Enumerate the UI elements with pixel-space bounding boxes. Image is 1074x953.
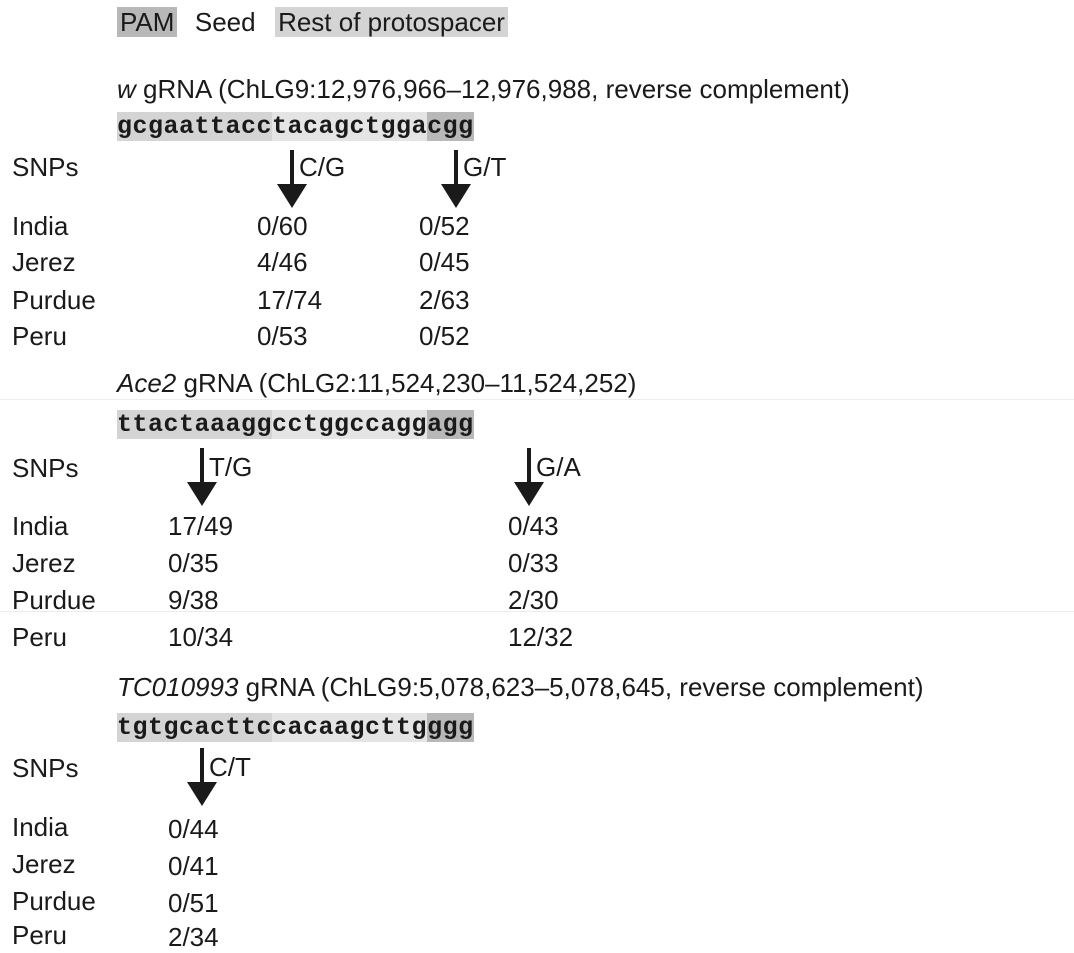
snps-label: SNPs <box>12 152 79 182</box>
snp-arrow-icon <box>514 448 544 506</box>
snp-allele-label: G/A <box>536 452 581 482</box>
panel-tc010993-sequence: tgtgcacttccacaagcttgggg <box>117 713 474 743</box>
legend-pam: PAM <box>117 7 178 37</box>
snp-count: 0/53 <box>257 321 308 351</box>
seq-pam: agg <box>427 410 474 439</box>
seq-rest-of-protospacer: tgtgcacttc <box>117 713 273 742</box>
snp-count: 0/35 <box>168 548 219 578</box>
seq-rest-of-protospacer: ttactaaagg <box>117 410 273 439</box>
gRNA-coordinates: gRNA (ChLG9:12,976,966–12,976,988, rever… <box>135 74 850 104</box>
snp-count: 0/33 <box>508 548 559 578</box>
gRNA-coordinates: gRNA (ChLG9:5,078,623–5,078,645, reverse… <box>238 672 924 702</box>
seq-seed: cacaagcttg <box>272 713 428 742</box>
snp-count: 10/34 <box>168 622 234 652</box>
seq-seed: tacagctgga <box>272 112 428 141</box>
pop-label: Jerez <box>12 849 76 879</box>
snps-label: SNPs <box>12 453 79 483</box>
snp-count: 17/74 <box>257 285 323 315</box>
legend-rest: Rest of protospacer <box>275 7 508 37</box>
legend: PAM Seed Rest of protospacer <box>117 6 508 38</box>
pop-label: Peru <box>12 920 67 950</box>
pop-label: Purdue <box>12 585 96 615</box>
gene-name: w <box>117 74 136 104</box>
seq-rest-of-protospacer: gcgaattacc <box>117 112 273 141</box>
snp-arrow-icon <box>441 150 471 208</box>
snp-count: 0/52 <box>419 321 470 351</box>
panel-ace2-title: Ace2 gRNA (ChLG2:11,524,230–11,524,252) <box>117 368 636 398</box>
panel-ace2-sequence: ttactaaaggcctggccaggagg <box>117 410 474 440</box>
snp-count: 17/49 <box>168 511 234 541</box>
snp-arrow-icon <box>277 150 307 208</box>
pop-label: Peru <box>12 622 67 652</box>
seq-pam: cgg <box>427 112 474 141</box>
snp-count: 0/44 <box>168 814 219 844</box>
gRNA-coordinates: gRNA (ChLG2:11,524,230–11,524,252) <box>176 368 637 398</box>
snp-allele-label: G/T <box>463 152 507 182</box>
snp-allele-label: T/G <box>209 452 253 482</box>
panel-w-title: w gRNA (ChLG9:12,976,966–12,976,988, rev… <box>117 74 850 104</box>
divider <box>0 611 1074 612</box>
snp-count: 2/34 <box>168 922 219 952</box>
gene-name: Ace2 <box>117 368 177 398</box>
snp-count: 0/41 <box>168 851 219 881</box>
snp-count: 0/52 <box>419 211 470 241</box>
snp-count: 0/51 <box>168 888 219 918</box>
pop-label: Purdue <box>12 285 96 315</box>
pop-label: Purdue <box>12 886 96 916</box>
snp-count: 2/63 <box>419 285 470 315</box>
snp-count: 9/38 <box>168 585 219 615</box>
snp-count: 12/32 <box>508 622 574 652</box>
snp-allele-label: C/T <box>209 752 251 782</box>
snp-arrow-icon <box>187 748 217 806</box>
seq-seed: cctggccagg <box>272 410 428 439</box>
pop-label: India <box>12 812 69 842</box>
snp-count: 0/43 <box>508 511 559 541</box>
snp-count: 2/30 <box>508 585 559 615</box>
snp-allele-label: C/G <box>299 152 346 182</box>
snp-count: 4/46 <box>257 247 308 277</box>
legend-seed: Seed <box>194 7 256 37</box>
divider <box>0 399 1074 400</box>
panel-tc010993-title: TC010993 gRNA (ChLG9:5,078,623–5,078,645… <box>117 672 924 702</box>
panel-w-sequence: gcgaattacctacagctggacgg <box>117 112 474 142</box>
pop-label: Peru <box>12 321 67 351</box>
snp-count: 0/60 <box>257 211 308 241</box>
pop-label: Jerez <box>12 247 76 277</box>
snp-count: 0/45 <box>419 247 470 277</box>
snps-label: SNPs <box>12 753 79 783</box>
pop-label: Jerez <box>12 548 76 578</box>
pop-label: India <box>12 211 69 241</box>
pop-label: India <box>12 511 69 541</box>
seq-pam: ggg <box>427 713 474 742</box>
gene-name: TC010993 <box>117 672 239 702</box>
snp-arrow-icon <box>187 448 217 506</box>
